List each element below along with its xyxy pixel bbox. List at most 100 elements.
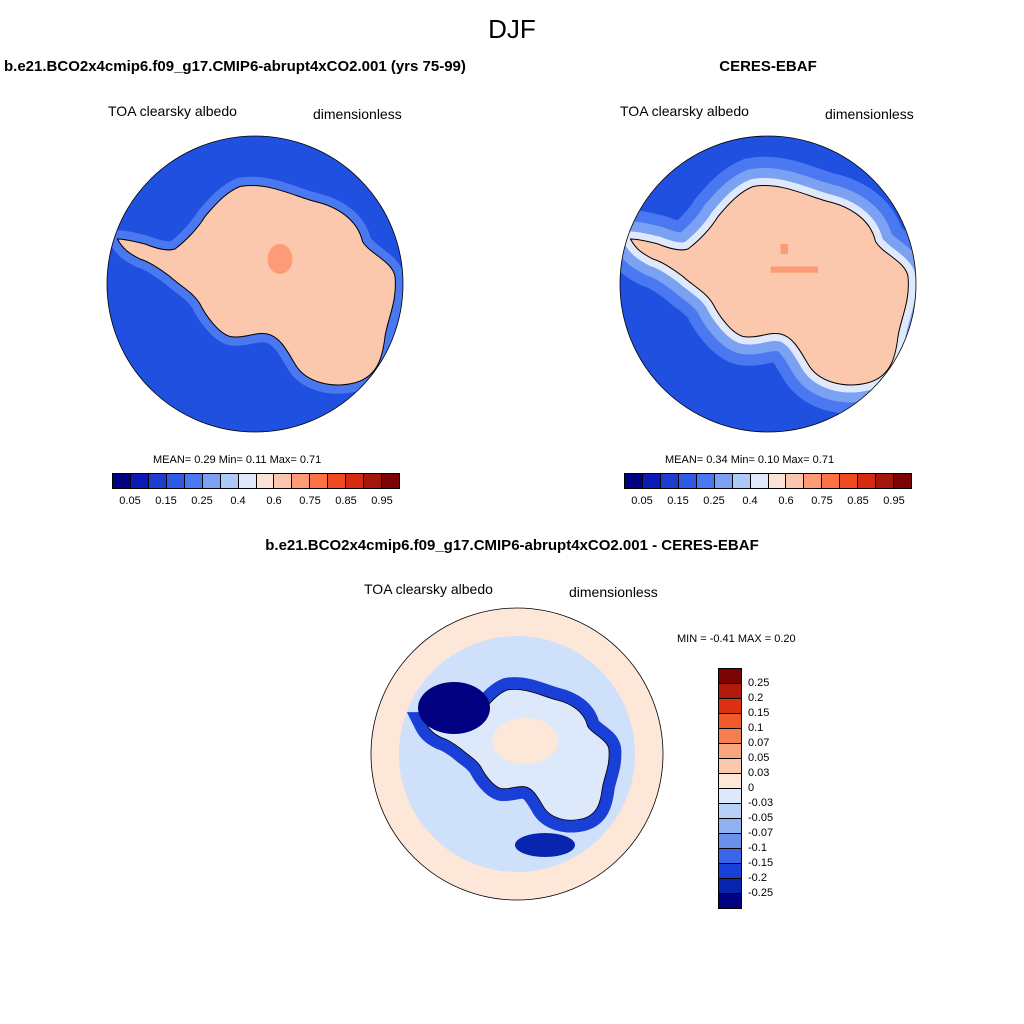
colorbar-swatch [113,474,131,488]
diff-strong-negative [515,833,575,857]
colorbar-swatch [719,849,741,864]
colorbar-tick-label: 0.1 [748,722,764,734]
colorbar-swatch [732,474,751,488]
colorbar-swatch [310,474,329,488]
colorbar-swatch [714,474,733,488]
colorbar-swatch [328,474,347,488]
colorbar-tick-label: 0.95 [883,495,905,507]
colorbar-2: 0.05 0.15 0.25 0.4 0.6 0.75 0.85 0.95 [624,473,912,509]
colorbar-swatch [130,474,149,488]
colorbar-swatch [148,474,167,488]
colorbar-swatch [804,474,823,488]
colorbar-swatch [719,774,741,789]
colorbar-swatch [894,474,911,488]
diff-positive-patch [492,717,558,764]
colorbar-tick-label: -0.07 [748,827,774,839]
colorbar-swatch [202,474,221,488]
panel-1-title: b.e21.BCO2x4cmip6.f09_g17.CMIP6-abrupt4x… [4,58,466,75]
colorbar-3-labels: 0.25 0.2 0.15 0.1 0.07 0.05 0.03 0 -0.03 -0.05 -0.… [748,668,808,908]
colorbar-tick-label: 0.25 [748,677,770,689]
colorbar-swatch [719,699,741,714]
colorbar-tick-label: 0.15 [155,495,177,507]
colorbar-tick-label: 0.6 [778,495,794,507]
antarctica-landmass [629,185,909,386]
colorbar-swatch [750,474,769,488]
colorbar-tick-label: 0.95 [371,495,393,507]
colorbar-tick-label: 0.2 [748,692,764,704]
colorbar-tick-label: -0.05 [748,812,774,824]
panel-1-units: dimensionless [313,106,402,122]
colorbar-3 [718,668,742,909]
panel-2-title: CERES-EBAF [719,58,817,75]
colorbar-tick-label: 0.4 [230,495,246,507]
colorbar-tick-label: 0.6 [266,495,282,507]
colorbar-swatch [768,474,787,488]
colorbar-tick-label: 0.85 [335,495,357,507]
panel-2-units: dimensionless [825,106,914,122]
panel-2-stats: MEAN= 0.34 Min= 0.10 Max= 0.71 [665,454,835,466]
panel-3-title: b.e21.BCO2x4cmip6.f09_g17.CMIP6-abrupt4x… [265,537,759,554]
colorbar-tick-label: -0.25 [748,887,774,899]
panel-3-variable: TOA clearsky albedo [364,581,493,597]
colorbar-swatch [840,474,859,488]
map-border-3 [370,607,664,901]
panel-1-variable: TOA clearsky albedo [108,103,237,119]
high-albedo-patch [770,266,818,273]
colorbar-swatch [696,474,715,488]
colorbar-swatch [719,789,741,804]
colorbar-swatch [719,714,741,729]
colorbar-swatch [238,474,257,488]
colorbar-swatch [822,474,841,488]
colorbar-swatch [364,474,383,488]
colorbar-tick-label: 0.25 [191,495,213,507]
colorbar-swatch [719,879,741,894]
colorbar-swatch [719,669,741,684]
colorbar-tick-label: -0.2 [748,872,767,884]
panel-2-variable: TOA clearsky albedo [620,103,749,119]
colorbar-swatch [719,864,741,879]
figure-title: DJF [488,14,536,44]
colorbar-tick-label: -0.03 [748,797,774,809]
map-panel-3 [371,608,663,900]
colorbar-swatch [719,759,741,774]
colorbar-tick-label: 0.05 [748,752,770,764]
colorbar-swatch [382,474,399,488]
colorbar-swatch [858,474,877,488]
colorbar-tick-label: 0.15 [748,707,770,719]
map-panel-1 [107,136,403,432]
colorbar-tick-label: -0.1 [748,842,767,854]
colorbar-swatch [719,684,741,699]
colorbar-swatch [256,474,275,488]
colorbar-tick-label: 0 [748,782,755,794]
colorbar-tick-label: 0.03 [748,767,770,779]
colorbar-swatch [292,474,311,488]
colorbar-swatch [660,474,679,488]
colorbar-swatch [719,744,741,759]
colorbar-tick-label: 0.4 [742,495,758,507]
colorbar-swatch [346,474,365,488]
colorbar-tick-label: 0.05 [631,495,653,507]
colorbar-tick-label: 0.05 [119,495,141,507]
map-border-1 [106,135,404,433]
panel-3-stats: MIN = -0.41 MAX = 0.20 [677,633,796,645]
panel-3-units: dimensionless [569,584,658,600]
colorbar-swatch [719,729,741,744]
colorbar-swatch [719,834,741,849]
high-albedo-patch [780,244,788,254]
colorbar-tick-label: 0.75 [299,495,321,507]
colorbar-swatch [719,804,741,819]
panel-1-stats: MEAN= 0.29 Min= 0.11 Max= 0.71 [153,454,322,466]
colorbar-swatch [786,474,805,488]
colorbar-1: 0.05 0.15 0.25 0.4 0.6 0.75 0.85 0.95 [112,473,400,509]
antarctica-landmass [116,185,396,386]
colorbar-swatch [625,474,643,488]
colorbar-swatch [184,474,203,488]
colorbar-swatch [876,474,895,488]
colorbar-swatch [719,819,741,834]
colorbar-swatch [719,894,741,908]
colorbar-tick-label: 0.75 [811,495,833,507]
map-border-2 [619,135,917,433]
colorbar-tick-label: 0.25 [703,495,725,507]
colorbar-tick-label: 0.15 [667,495,689,507]
